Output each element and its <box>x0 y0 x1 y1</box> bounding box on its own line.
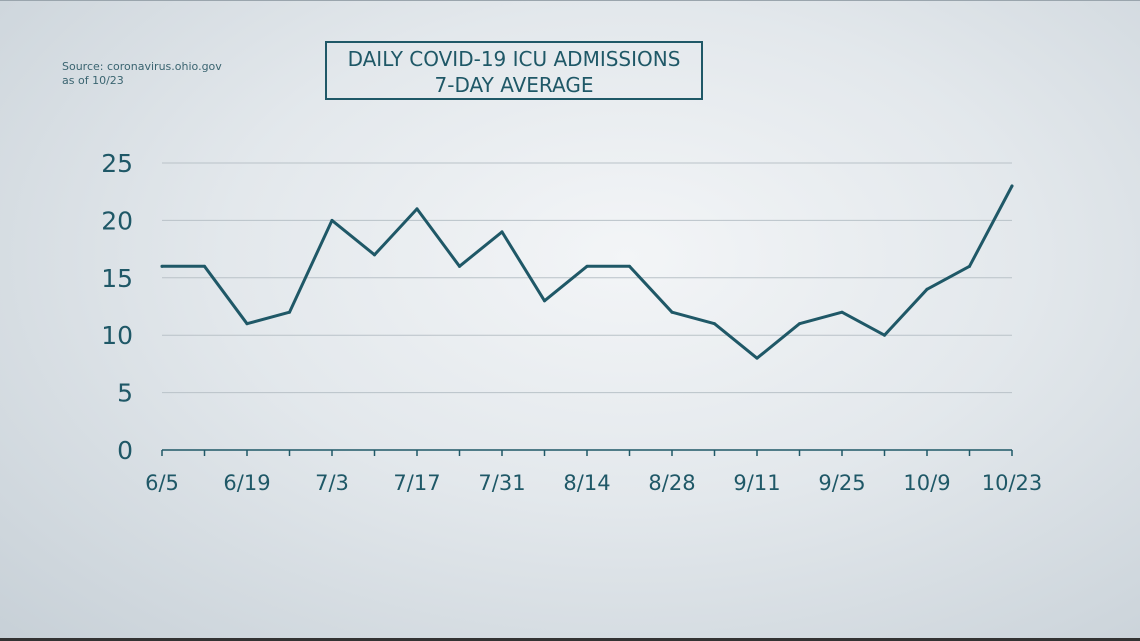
x-tick-label: 10/9 <box>903 471 950 495</box>
y-tick-label-20: 20 <box>101 206 133 235</box>
source-line: Source: coronavirus.ohio.gov <box>62 60 222 73</box>
y-tick-label-0: 0 <box>117 436 133 465</box>
y-tick-label-5: 5 <box>117 379 133 408</box>
data-point <box>925 287 929 291</box>
data-point <box>585 264 589 268</box>
data-point <box>160 264 164 268</box>
x-tick-label: 7/17 <box>393 471 440 495</box>
y-tick-label-15: 15 <box>101 264 133 293</box>
data-point <box>330 218 334 222</box>
as-of-line: as of 10/23 <box>62 74 124 87</box>
chart-title: DAILY COVID-19 ICU ADMISSIONS 7-DAY AVER… <box>325 41 703 100</box>
data-point <box>968 264 971 268</box>
x-axis: 6/5 6/19 7/3 7/17 7/31 8/14 8/28 9/11 9/25 10/9 10… <box>145 449 1043 495</box>
data-point <box>415 207 419 211</box>
series-line <box>160 184 1014 360</box>
x-tick-label: 6/19 <box>223 471 270 495</box>
chart-title-line1: DAILY COVID-19 ICU ADMISSIONS <box>347 47 681 71</box>
data-point <box>1010 184 1014 188</box>
data-point <box>373 253 376 257</box>
x-tick-label: 7/3 <box>315 471 349 495</box>
data-point <box>670 310 674 314</box>
data-point <box>543 299 546 303</box>
x-tick-label: 10/23 <box>982 471 1043 495</box>
source-note: Source: coronavirus.ohio.gov as of 10/23 <box>62 60 222 88</box>
y-tick-label-10: 10 <box>101 321 133 350</box>
x-tick-label: 7/31 <box>478 471 525 495</box>
x-tick-label: 9/11 <box>733 471 780 495</box>
chart-title-line2: 7-DAY AVERAGE <box>434 73 594 97</box>
data-point <box>755 356 759 360</box>
data-point <box>203 264 206 268</box>
data-point <box>713 322 716 326</box>
y-axis-ticks: 0 5 10 15 20 25 <box>101 149 133 465</box>
data-point <box>500 230 504 234</box>
x-tick-label: 6/5 <box>145 471 179 495</box>
x-tick-label: 8/28 <box>648 471 695 495</box>
data-point <box>288 310 291 314</box>
data-point <box>840 310 844 314</box>
data-point <box>883 333 886 337</box>
x-tick-label: 9/25 <box>818 471 865 495</box>
data-point <box>798 322 801 326</box>
data-point <box>245 322 249 326</box>
data-point <box>458 264 461 268</box>
series-line-group <box>160 184 1014 360</box>
x-tick-label: 8/14 <box>563 471 610 495</box>
y-tick-label-25: 25 <box>101 149 133 178</box>
grid-lines <box>162 162 1012 394</box>
data-point <box>628 264 631 268</box>
